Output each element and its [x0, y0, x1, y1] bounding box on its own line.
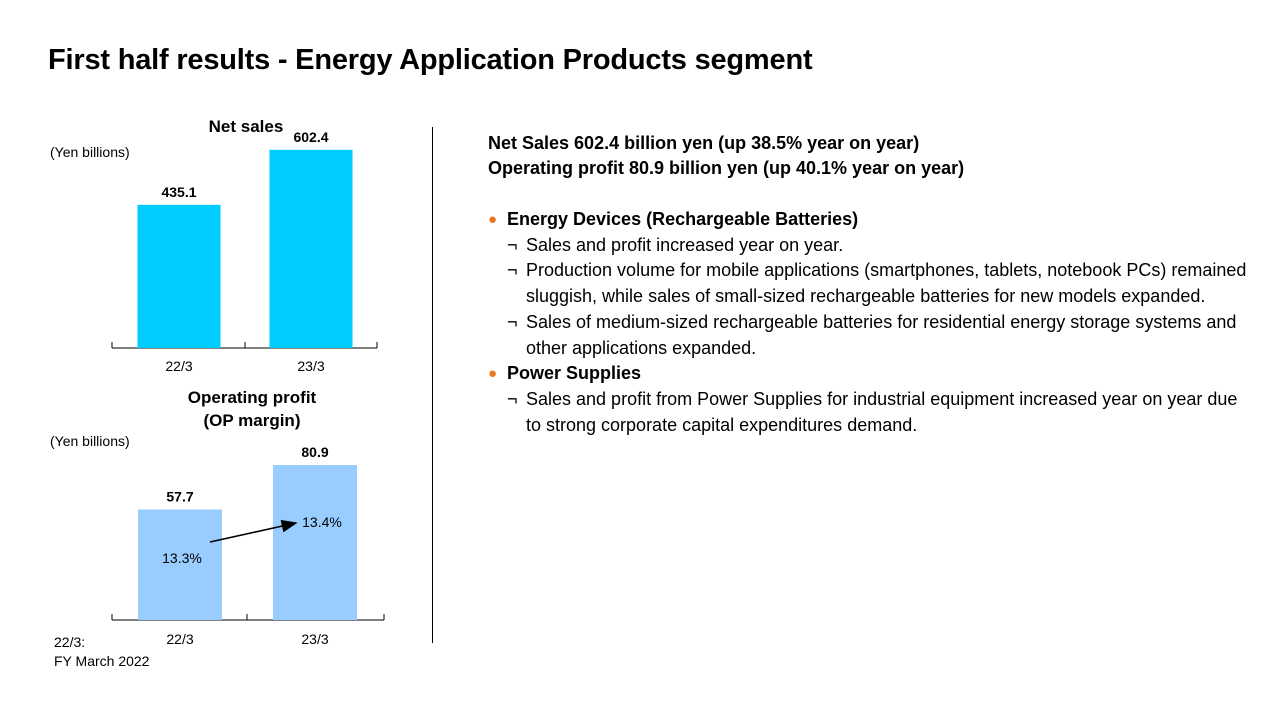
op-margin-label: 13.3% [162, 550, 202, 566]
section-heading-text: Energy Devices (Rechargeable Batteries) [507, 209, 859, 229]
margin-trend-arrow [209, 519, 298, 543]
list-item: ¬ Production volume for mobile applicati… [488, 258, 1248, 309]
sub-bullet-icon: ¬ [507, 234, 518, 255]
section-heading-text: Power Supplies [507, 363, 642, 384]
sub-bullet-icon: ¬ [507, 311, 518, 332]
op-title-line-1: Operating profit [188, 388, 317, 407]
bar-value-label: 80.9 [301, 444, 328, 460]
section-heading-energy-devices: ● Energy Devices (Rechargeable Batteries… [488, 207, 1248, 233]
results-summary: Net Sales 602.4 billion yen (up 38.5% ye… [488, 131, 964, 181]
bar-value-label: 602.4 [293, 129, 328, 145]
category-label: 22/3 [165, 358, 192, 374]
summary-operating-profit: Operating profit 80.9 billion yen (up 40… [488, 158, 965, 178]
category-label: 23/3 [301, 631, 328, 647]
op-title-line-2: (OP margin) [204, 411, 301, 430]
op-unit-label: (Yen billions) [50, 433, 130, 449]
list-item: ¬ Sales of medium-sized rechargeable bat… [488, 310, 1248, 361]
operating-profit-chart: Operating profit (OP margin) (Yen billio… [50, 388, 385, 647]
list-item-text: Sales and profit increased year on year. [526, 234, 844, 255]
list-item-text: Production volume for mobile application… [526, 260, 1247, 307]
orange-bullet-icon: ● [488, 211, 498, 228]
op-bar-22-3 [138, 509, 222, 620]
orange-bullet-icon: ● [488, 365, 498, 383]
summary-net-sales: Net Sales 602.4 billion yen (up 38.5% ye… [488, 133, 920, 153]
op-bar-23-3 [273, 465, 357, 620]
section-heading-power-supplies: ● Power Supplies [488, 361, 1248, 387]
sub-bullet-icon: ¬ [507, 388, 518, 409]
net-sales-bar-22-3 [137, 204, 221, 348]
segment-details: ● Energy Devices (Rechargeable Batteries… [488, 207, 1248, 438]
list-item-text: Sales and profit from Power Supplies for… [526, 388, 1238, 435]
page-title: First half results - Energy Application … [48, 44, 813, 76]
footnote: 22/3: FY March 2022 [54, 633, 149, 671]
bar-value-label: 57.7 [166, 488, 193, 504]
bar-value-label: 435.1 [161, 184, 196, 200]
list-item: ¬ Sales and profit from Power Supplies f… [488, 387, 1248, 438]
category-label: 22/3 [166, 631, 193, 647]
sub-bullet-icon: ¬ [507, 260, 518, 281]
net-sales-bar-23-3 [269, 149, 353, 348]
list-item-text: Sales of medium-sized rechargeable batte… [526, 311, 1237, 358]
list-item: ¬ Sales and profit increased year on yea… [488, 233, 1248, 259]
op-margin-label: 13.4% [302, 514, 342, 530]
net-sales-unit-label: (Yen billions) [50, 144, 130, 160]
category-label: 23/3 [297, 358, 324, 374]
vertical-divider [432, 127, 433, 643]
net-sales-title: Net sales [209, 117, 284, 136]
net-sales-chart: Net sales (Yen billions) 435.1 22/3 602.4 2… [50, 117, 378, 374]
footnote-line-1: 22/3: [54, 634, 86, 650]
footnote-line-2: FY March 2022 [54, 653, 150, 669]
